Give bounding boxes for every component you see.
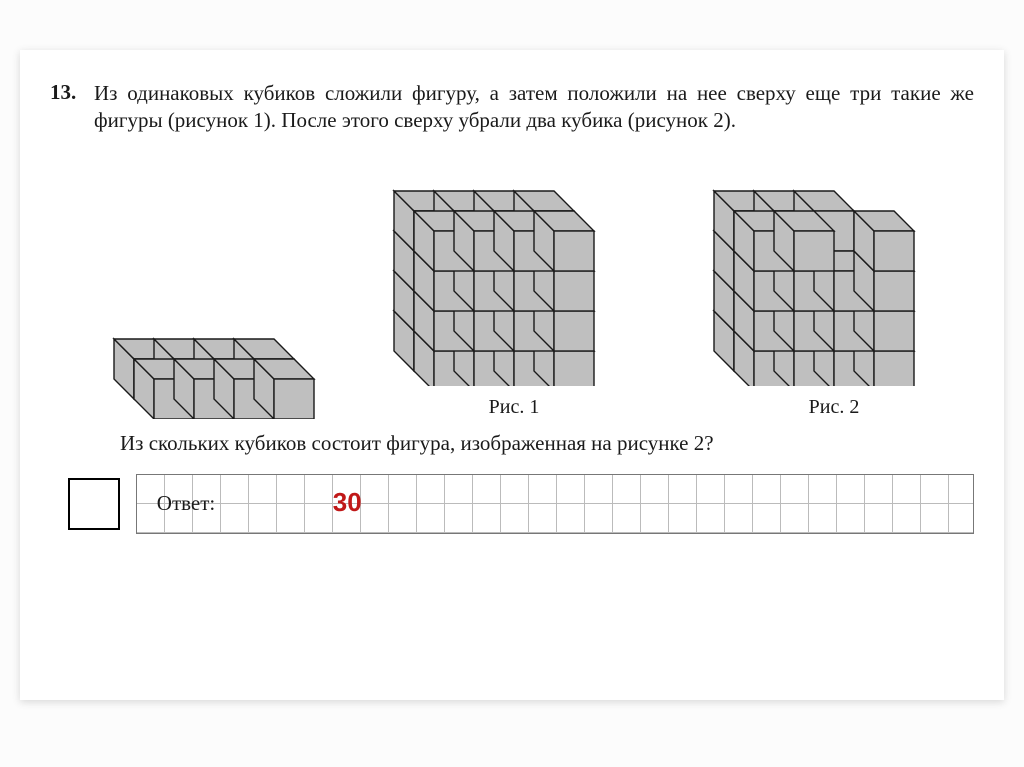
answer-label: Ответ: [157,491,215,516]
fig1-label: Рис. 1 [374,396,654,419]
answer-row: Ответ: 30 [68,474,974,534]
figures-row: Рис. 1 Рис. 2 [94,156,974,419]
fig2-label: Рис. 2 [694,396,974,419]
question-text: Из скольких кубиков состоит фигура, изоб… [120,431,974,456]
problem-text: Из одинаковых кубиков сложили фигуру, а … [94,80,974,134]
answer-value: 30 [333,487,362,518]
answer-grid: Ответ: 30 [136,474,974,534]
figure-c: Рис. 2 [694,156,974,419]
answer-checkbox [68,478,120,530]
problem-number: 13. [50,80,94,134]
page: 13. Из одинаковых кубиков сложили фигуру… [20,50,1004,700]
figure-b: Рис. 1 [374,156,654,419]
problem-row: 13. Из одинаковых кубиков сложили фигуру… [50,80,974,134]
figure-a [94,289,334,419]
